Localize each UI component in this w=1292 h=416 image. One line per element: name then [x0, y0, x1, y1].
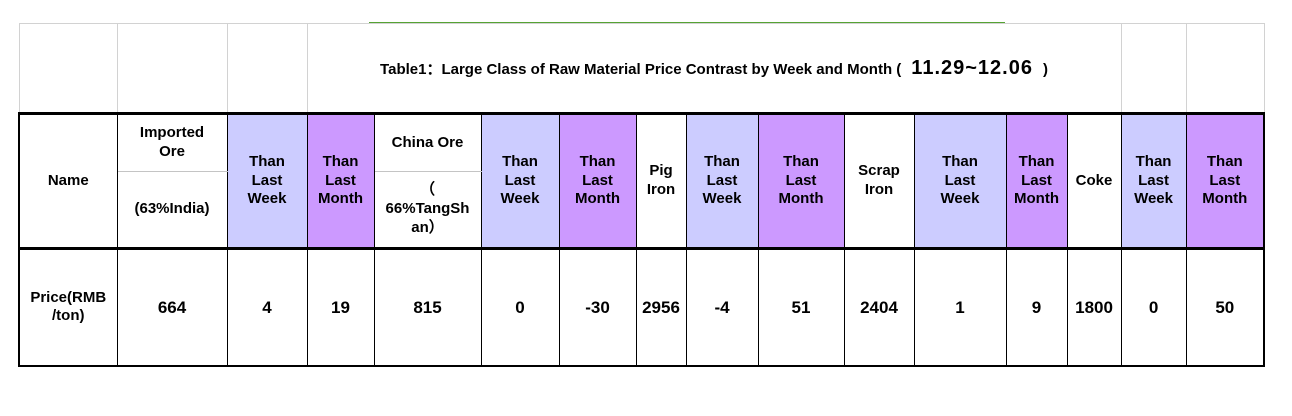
table-title-date-range: 11.29~12.06: [911, 56, 1033, 79]
data-cell-coke-price: 1800: [1066, 247, 1122, 367]
price-data-row: Price(RMB /ton) 664 4 19 815 0 -30 2956 …: [18, 247, 1266, 367]
title-row-spacer-1: [18, 23, 118, 114]
title-row-spacer-2: [116, 23, 228, 114]
data-cell-imported-ore-price: 664: [116, 247, 228, 367]
header-subrow: (63%India) （ 66%TangSh an）: [19, 171, 1264, 249]
header-cell-than-last-month-4: Than Last Month: [1005, 112, 1068, 249]
data-cell-pig-iron-price: 2956: [635, 247, 687, 367]
data-cell-coke-month-change: 50: [1185, 247, 1266, 367]
header-cell-china-ore-spec: （ 66%TangSh an）: [373, 171, 482, 249]
header-cell-scrap-iron: Scrap Iron: [843, 112, 915, 249]
header-cell-imported-ore-title: Imported Ore: [116, 112, 228, 172]
data-cell-scrap-iron-month-change: 9: [1005, 247, 1068, 367]
header-cell-than-last-month-2: Than Last Month: [558, 112, 637, 249]
title-row-spacer-4: [1120, 23, 1187, 114]
title-row-spacer-3: [226, 23, 308, 114]
data-cell-pig-iron-month-change: 51: [757, 247, 845, 367]
title-row-spacer-5: [1185, 23, 1265, 114]
header-cell-than-last-month-3: Than Last Month: [757, 112, 845, 249]
header-cell-than-last-month-1: Than Last Month: [306, 112, 375, 249]
data-cell-row-label: Price(RMB /ton): [18, 247, 118, 367]
data-cell-scrap-iron-price: 2404: [843, 247, 915, 367]
data-cell-china-ore-week-change: 0: [480, 247, 560, 367]
header-cell-imported-ore-spec: (63%India): [116, 171, 228, 249]
table-title-suffix: ): [1042, 60, 1048, 78]
header-cell-pig-iron: Pig Iron: [635, 112, 687, 249]
data-cell-imported-ore-month-change: 19: [306, 247, 375, 367]
header-cell-than-last-week-4: Than Last Week: [913, 112, 1007, 249]
header-cell-than-last-month-5: Than Last Month: [1185, 112, 1266, 249]
table-title: Table1：Large Class of Raw Material Price…: [306, 23, 1122, 114]
header-cell-coke: Coke: [1066, 112, 1122, 249]
raw-material-price-table: Table1：Large Class of Raw Material Price…: [18, 23, 1266, 367]
header-cell-than-last-week-2: Than Last Week: [480, 112, 560, 249]
data-cell-imported-ore-week-change: 4: [226, 247, 308, 367]
header-cell-china-ore-title: China Ore: [373, 112, 482, 172]
table-title-text: Table1：Large Class of Raw Material Price…: [380, 60, 902, 78]
data-cell-coke-week-change: 0: [1120, 247, 1187, 367]
header-cell-than-last-week-1: Than Last Week: [226, 112, 308, 249]
data-cell-china-ore-price: 815: [373, 247, 482, 367]
header-row: Name Imported Ore Than Last Week Than La…: [18, 112, 1266, 249]
data-cell-china-ore-month-change: -30: [558, 247, 637, 367]
header-cell-than-last-week-3: Than Last Week: [685, 112, 759, 249]
data-cell-pig-iron-week-change: -4: [685, 247, 759, 367]
header-cell-than-last-week-5: Than Last Week: [1120, 112, 1187, 249]
header-cell-name: Name: [18, 112, 118, 249]
title-row: Table1：Large Class of Raw Material Price…: [18, 23, 1265, 114]
data-cell-scrap-iron-week-change: 1: [913, 247, 1007, 367]
